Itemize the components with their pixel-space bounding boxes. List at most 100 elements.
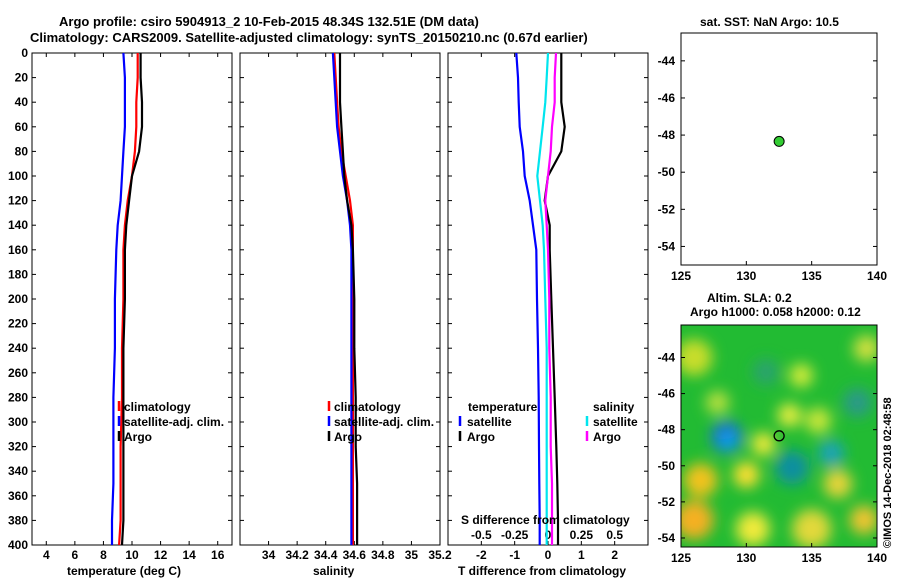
- depth-tick-label: 320: [8, 440, 28, 454]
- temperature-panel-frame: [31, 52, 233, 546]
- sst-map-frame: [680, 32, 878, 266]
- temperature-xlabel: temperature (deg C): [67, 564, 181, 578]
- sla-anomaly-blob: [853, 335, 877, 362]
- figure-title-line2: Climatology: CARS2009. Satellite-adjuste…: [30, 30, 588, 45]
- x-tick-label: 6: [72, 548, 79, 562]
- x-tick-label: 4: [43, 548, 50, 562]
- sla-anomaly-blob: [823, 469, 853, 499]
- salinity-panel: 34 34.2 34.4 34.6 34.8 35 35.2 salinity climat…: [239, 52, 452, 578]
- difference-panel-frame: [447, 52, 649, 546]
- depth-tick-label: 40: [15, 95, 29, 109]
- s-x-tick-label: 0: [545, 528, 552, 542]
- sla-anomaly-blob: [683, 463, 718, 498]
- series-line: [543, 53, 566, 545]
- difference-panel: -2 -1 0 1 2 -0.5 -0.25 0 0.25 0.5 T difference f…: [447, 52, 649, 578]
- legend-label-satellite-adj-2: satellite-adj. clim.: [334, 415, 434, 429]
- map-x-tick-label: 130: [736, 551, 756, 565]
- depth-tick-label: 300: [8, 415, 28, 429]
- s-x-tick-label: 0.5: [606, 528, 623, 542]
- legend-heading-salinity: salinity: [593, 400, 635, 414]
- depth-tick-label: 240: [8, 341, 28, 355]
- x-tick-label: 14: [182, 548, 196, 562]
- x-tick-label: 34.4: [314, 548, 338, 562]
- sla-anomaly-blob: [733, 461, 760, 488]
- s-difference-xlabel: S difference from climatology: [461, 513, 630, 527]
- legend-label-argo: Argo: [124, 430, 152, 444]
- x-tick-label: 35.2: [428, 548, 452, 562]
- depth-tick-label: 0: [21, 46, 28, 60]
- map-y-tick-label: -48: [658, 128, 676, 142]
- series-line: [118, 53, 139, 546]
- series-line: [110, 52, 127, 545]
- series-line: [515, 52, 541, 545]
- map-y-tick-label: -52: [658, 202, 676, 216]
- map-x-tick-label: 125: [671, 551, 691, 565]
- temperature-x-ticks: 4 6 8 10 12 14 16: [32, 52, 232, 562]
- map-x-tick-label: 140: [867, 269, 887, 283]
- figure-title-line1: Argo profile: csiro 5904913_2 10-Feb-201…: [59, 14, 479, 29]
- depth-tick-label: 60: [15, 120, 29, 134]
- map-x-tick-label: 135: [802, 551, 822, 565]
- t-difference-xlabel: T difference from climatology: [458, 564, 626, 578]
- x-tick-label: 10: [125, 548, 139, 562]
- sla-anomaly-blob: [752, 358, 780, 385]
- depth-tick-label: 20: [15, 71, 29, 85]
- x-tick-label: 34.2: [285, 548, 309, 562]
- series-line: [544, 52, 558, 545]
- depth-tick-label: 360: [8, 489, 28, 503]
- sla-anomaly-blob: [775, 450, 810, 485]
- map-y-tick-label: -52: [658, 495, 676, 509]
- depth-tick-label: 80: [15, 144, 29, 158]
- sla-title-line1: Altim. SLA: 0.2: [707, 291, 792, 305]
- sla-anomaly-blob: [681, 339, 713, 376]
- depth-tick-label: 380: [8, 513, 28, 527]
- map-y-tick-label: -44: [658, 350, 676, 364]
- legend-heading-temperature: temperature: [468, 400, 538, 414]
- t-difference-x-ticks: -2 -1 0 1 2: [448, 52, 648, 562]
- depth-tick-label: 220: [8, 317, 28, 331]
- salinity-xlabel: salinity: [313, 564, 355, 578]
- salinity-series: [331, 52, 359, 545]
- x-tick-label: 0: [545, 548, 552, 562]
- temperature-legend: climatology satellite-adj. clim. Argo: [117, 400, 224, 444]
- legend-label-satellite-adj: satellite-adj. clim.: [124, 415, 224, 429]
- sla-anomaly-blob: [681, 500, 714, 540]
- temperature-panel: 4 6 8 10 12 14 16 temperature (deg C) climatol…: [31, 52, 233, 578]
- map-y-tick-label: -54: [658, 239, 676, 253]
- sla-anomaly-blob: [792, 509, 832, 547]
- depth-tick-label: 120: [8, 194, 28, 208]
- sla-map-ticks: 125 130 135 140 -54 -52 -50 -48 -46 -44: [658, 350, 888, 565]
- map-y-tick-label: -50: [658, 165, 676, 179]
- credit-text: ©IMOS 14-Dec-2018 02:48:58: [882, 397, 894, 548]
- x-tick-label: 35: [405, 548, 419, 562]
- sla-field: [681, 335, 877, 547]
- depth-tick-label: 100: [8, 169, 28, 183]
- s-x-tick-label: -0.5: [471, 528, 492, 542]
- sla-float-position-marker: [773, 430, 785, 442]
- depth-tick-label: 280: [8, 390, 28, 404]
- sla-anomaly-blob: [735, 511, 770, 546]
- series-line: [536, 52, 550, 545]
- map-y-tick-label: -46: [658, 91, 676, 105]
- x-tick-label: 16: [211, 548, 225, 562]
- sst-map-panel: 125 130 135 140 -54 -52 -50 -48 -46 -44: [658, 32, 887, 283]
- sla-anomaly-blob: [705, 390, 730, 415]
- depth-tick-label: 400: [8, 538, 28, 552]
- map-y-tick-label: -48: [658, 423, 676, 437]
- sla-map-panel: 125 130 135 140 -54 -52 -50 -48 -46 -44: [658, 324, 888, 565]
- legend-label-argo-2: Argo: [334, 430, 362, 444]
- sla-anomaly-blob: [720, 432, 736, 449]
- series-line: [331, 52, 353, 545]
- map-y-tick-label: -50: [658, 459, 676, 473]
- x-tick-label: 34: [262, 548, 276, 562]
- sla-anomaly-blob: [805, 407, 832, 434]
- salinity-x-ticks: 34 34.2 34.4 34.6 34.8 35 35.2: [240, 52, 452, 562]
- map-x-tick-label: 130: [736, 269, 756, 283]
- map-y-tick-label: -46: [658, 387, 676, 401]
- s-difference-x-ticks: -0.5 -0.25 0 0.25 0.5: [471, 528, 623, 542]
- x-tick-label: 1: [578, 548, 585, 562]
- x-tick-label: 8: [100, 548, 107, 562]
- series-line: [120, 53, 144, 546]
